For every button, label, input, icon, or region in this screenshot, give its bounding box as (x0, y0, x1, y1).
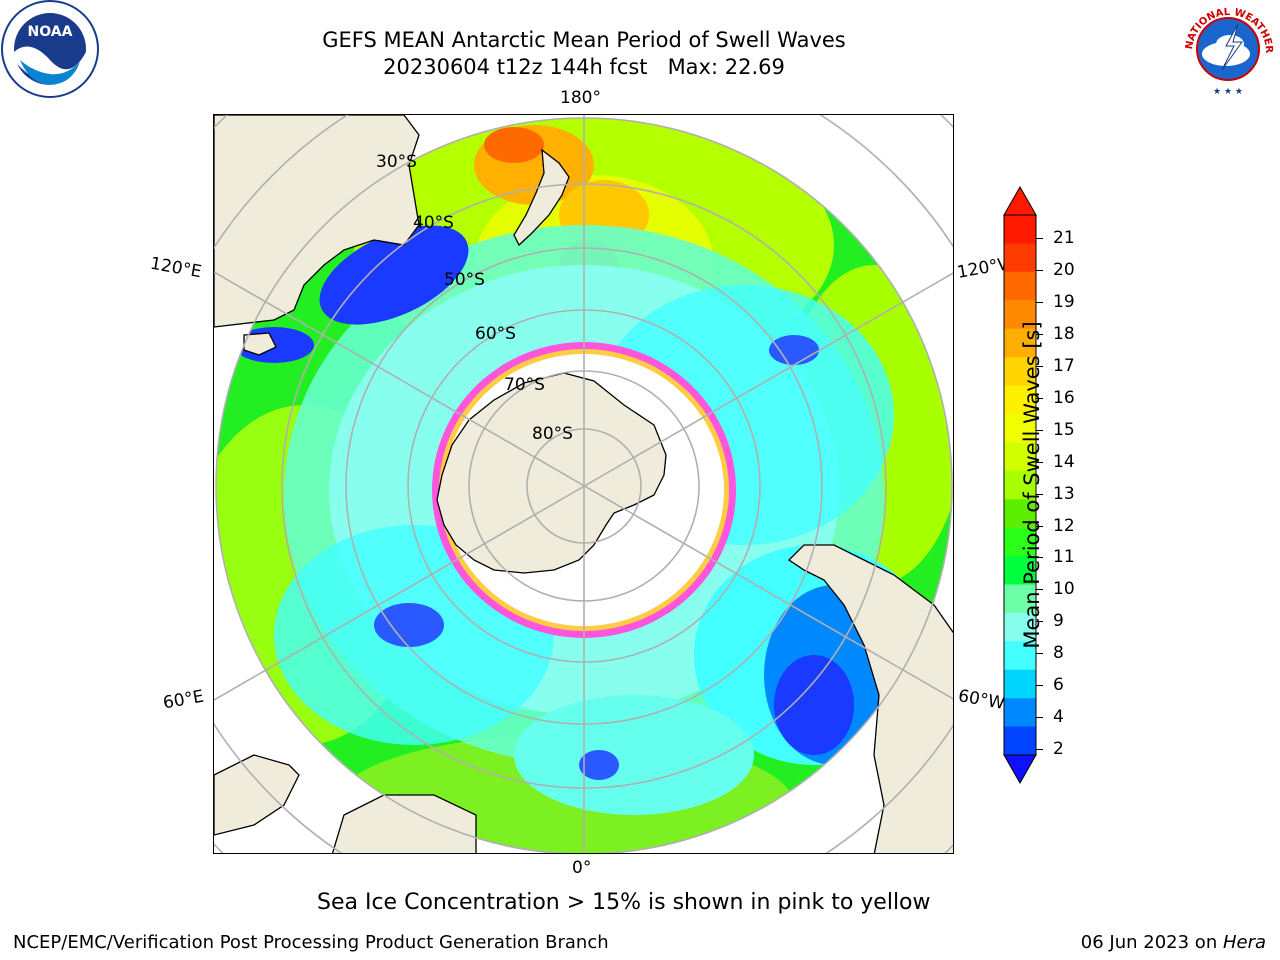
colorbar-tick-label: 2 (1053, 739, 1064, 760)
colorbar-swatch (1004, 499, 1036, 529)
lat-label-50s: 50°S (444, 270, 485, 290)
colorbar-swatch (1004, 300, 1036, 330)
colorbar-tick-label: 16 (1053, 387, 1075, 408)
colorbar-swatch (1004, 243, 1036, 273)
colorbar-tick-mark (1036, 589, 1043, 591)
colorbar-tick-mark (1036, 397, 1043, 399)
colorbar-tick-label: 12 (1053, 515, 1075, 536)
lon-label-60w: 60°W (956, 686, 1007, 714)
graticule (214, 115, 953, 853)
colorbar-swatch (1004, 328, 1036, 358)
footer-host: Hera (1222, 932, 1266, 953)
colorbar-swatch (1004, 584, 1036, 614)
chart-subtitle: 20230604 t12z 144h fcst Max: 22.69 (383, 55, 785, 79)
colorbar-tick-mark (1036, 269, 1043, 271)
colorbar-tick-mark (1036, 429, 1043, 431)
colorbar-tick-mark (1036, 461, 1043, 463)
colorbar-tick-label: 6 (1053, 675, 1064, 696)
footer-date: 06 Jun 2023 on Hera (1081, 932, 1266, 953)
chart-title: GEFS MEAN Antarctic Mean Period of Swell… (322, 28, 846, 52)
svg-text:★ ★ ★: ★ ★ ★ (1213, 87, 1243, 97)
colorbar-swatch (1004, 669, 1036, 699)
colorbar-tick-label: 21 (1053, 227, 1075, 248)
colorbar-swatch (1004, 641, 1036, 671)
lat-label-60s: 60°S (475, 324, 516, 344)
colorbar-frame (1003, 214, 1037, 756)
colorbar-tick-mark (1036, 333, 1043, 335)
colorbar-tick-label: 8 (1053, 643, 1064, 664)
colorbar-swatch (1004, 357, 1036, 387)
colorbar-tick-mark (1036, 301, 1043, 303)
colorbar-label: Mean Period of Swell Waves [s] (1020, 321, 1044, 649)
lat-label-70s: 70°S (504, 375, 545, 395)
colorbar-tick-mark (1036, 717, 1043, 719)
colorbar-tick-mark (1036, 749, 1043, 751)
lat-label-40s: 40°S (413, 213, 454, 233)
colorbar (1000, 185, 1040, 789)
colorbar-tick-label: 10 (1053, 579, 1075, 600)
colorbar-tick-mark (1036, 365, 1043, 367)
colorbar-swatch (1004, 215, 1036, 244)
colorbar-tick-label: 15 (1053, 419, 1075, 440)
colorbar-tick-mark (1036, 621, 1043, 623)
footer-date-text: 06 Jun 2023 on (1080, 932, 1223, 953)
colorbar-tick-label: 19 (1053, 291, 1075, 312)
lon-label-180: 180° (560, 88, 601, 108)
colorbar-tick-label: 18 (1053, 323, 1075, 344)
colorbar-swatch (1004, 470, 1036, 500)
noaa-logo: NOAA (0, 0, 102, 100)
sea-ice-note: Sea Ice Concentration > 15% is shown in … (317, 890, 931, 915)
colorbar-swatch (1004, 413, 1036, 443)
colorbar-swatch (1004, 726, 1036, 756)
footer-branch: NCEP/EMC/Verification Post Processing Pr… (13, 932, 609, 953)
land (214, 115, 953, 853)
lat-label-30s: 30°S (376, 152, 417, 172)
colorbar-swatch (1004, 612, 1036, 642)
polar-map (213, 114, 954, 854)
colorbar-tick-label: 13 (1053, 483, 1075, 504)
colorbar-tick-mark (1036, 557, 1043, 559)
colorbar-tick-label: 11 (1053, 547, 1075, 568)
lon-label-60e: 60°E (161, 686, 206, 714)
colorbar-extend-bottom (1003, 754, 1037, 785)
colorbar-swatch (1004, 527, 1036, 557)
colorbar-tick-mark (1036, 653, 1043, 655)
lat-label-80s: 80°S (532, 424, 573, 444)
svg-text:NOAA: NOAA (28, 24, 73, 40)
colorbar-extend-top (1003, 185, 1037, 216)
colorbar-swatch (1004, 271, 1036, 301)
colorbar-tick-label: 20 (1053, 259, 1075, 280)
lon-label-120e: 120°E (148, 253, 204, 283)
colorbar-tick-mark (1036, 493, 1043, 495)
lon-label-0: 0° (572, 858, 592, 878)
colorbar-tick-mark (1036, 525, 1043, 527)
colorbar-swatch (1004, 556, 1036, 585)
nws-logo: NATIONAL WEATHER SERVICE ★ ★ ★ (1174, 0, 1280, 100)
colorbar-swatch (1004, 442, 1036, 472)
colorbar-tick-mark (1036, 685, 1043, 687)
colorbar-swatch (1004, 385, 1036, 415)
colorbar-tick-label: 4 (1053, 707, 1064, 728)
colorbar-tick-label: 17 (1053, 355, 1075, 376)
colorbar-tick-label: 14 (1053, 451, 1075, 472)
colorbar-tick-mark (1036, 237, 1043, 239)
colorbar-swatch (1004, 698, 1036, 728)
colorbar-tick-label: 9 (1053, 611, 1064, 632)
